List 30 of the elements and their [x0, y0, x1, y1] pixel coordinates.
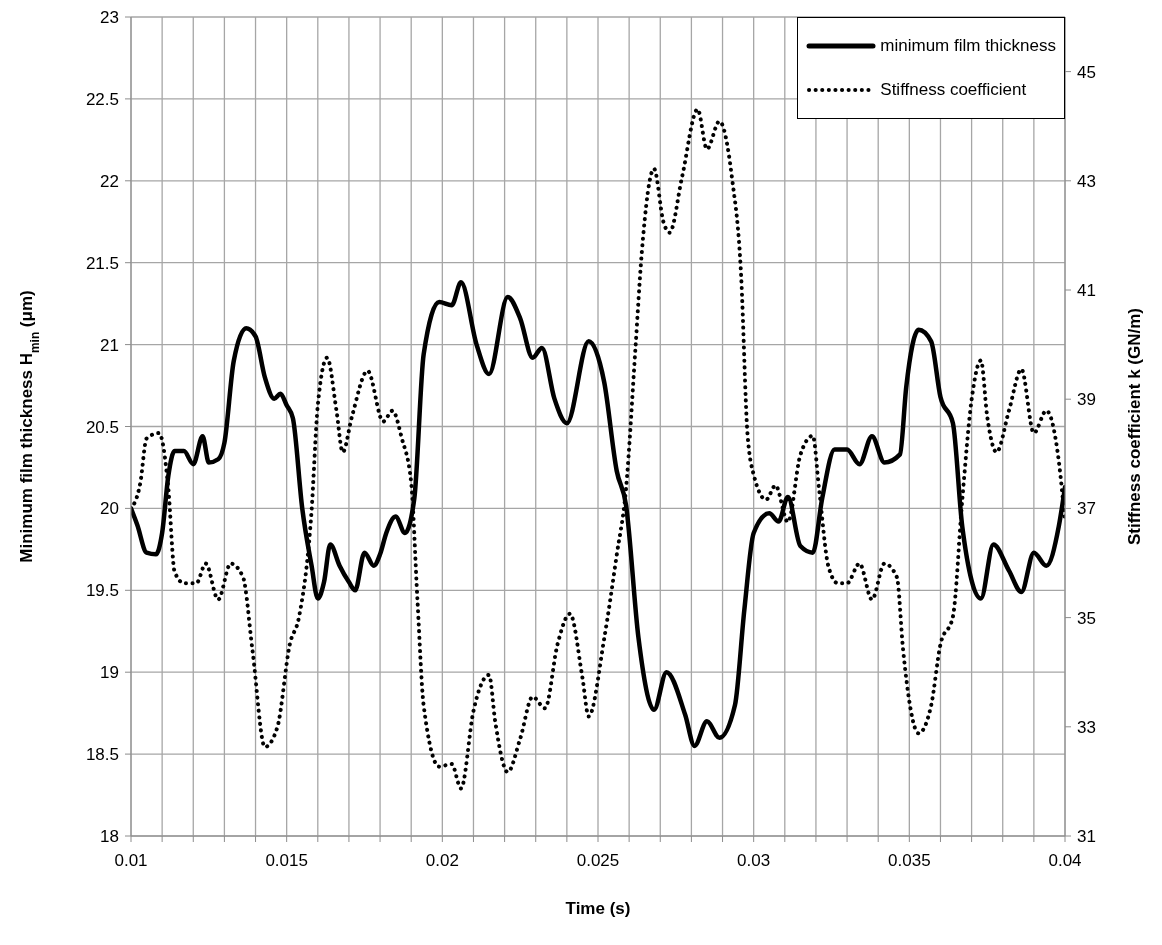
y-tick-label: 19: [100, 663, 119, 683]
y2-tick-label: 31: [1077, 827, 1096, 847]
y2-tick-label: 37: [1077, 499, 1096, 519]
y2-tick-label: 35: [1077, 608, 1096, 628]
x-tick-label: 0.015: [265, 851, 308, 871]
y-tick-label: 21: [100, 335, 119, 355]
x-tick-label: 0.01: [114, 851, 148, 871]
x-tick-label: 0.03: [737, 851, 771, 871]
y2-tick-label: 41: [1077, 281, 1096, 301]
x-tick-label: 0.04: [1048, 851, 1082, 871]
y-tick-label: 22: [100, 171, 119, 191]
x-tick-label: 0.035: [888, 851, 931, 871]
y-tick-label: 23: [100, 8, 119, 28]
y-tick-label: 21.5: [85, 253, 119, 273]
y2-tick-label: 43: [1077, 171, 1096, 191]
y2-tick-label: 45: [1077, 62, 1096, 82]
y2-tick-label: 39: [1077, 390, 1096, 410]
y2-tick-label: 33: [1077, 717, 1096, 737]
legend-label: Stiffness coefficient: [880, 80, 1027, 100]
legend-label: minimum film thickness: [880, 36, 1056, 56]
y-tick-label: 20: [100, 499, 119, 519]
y-tick-label: 18.5: [85, 745, 119, 765]
y-tick-label: 20.5: [85, 417, 119, 437]
y-tick-label: 19.5: [85, 581, 119, 601]
x-axis-title: Time (s): [565, 899, 631, 918]
y2-axis-title: Stiffness coefficient k (GN/m): [1125, 307, 1144, 546]
x-tick-label: 0.025: [576, 851, 620, 871]
y-tick-label: 22.5: [85, 89, 119, 109]
y-tick-label: 18: [100, 827, 119, 847]
x-tick-label: 0.02: [425, 851, 459, 871]
